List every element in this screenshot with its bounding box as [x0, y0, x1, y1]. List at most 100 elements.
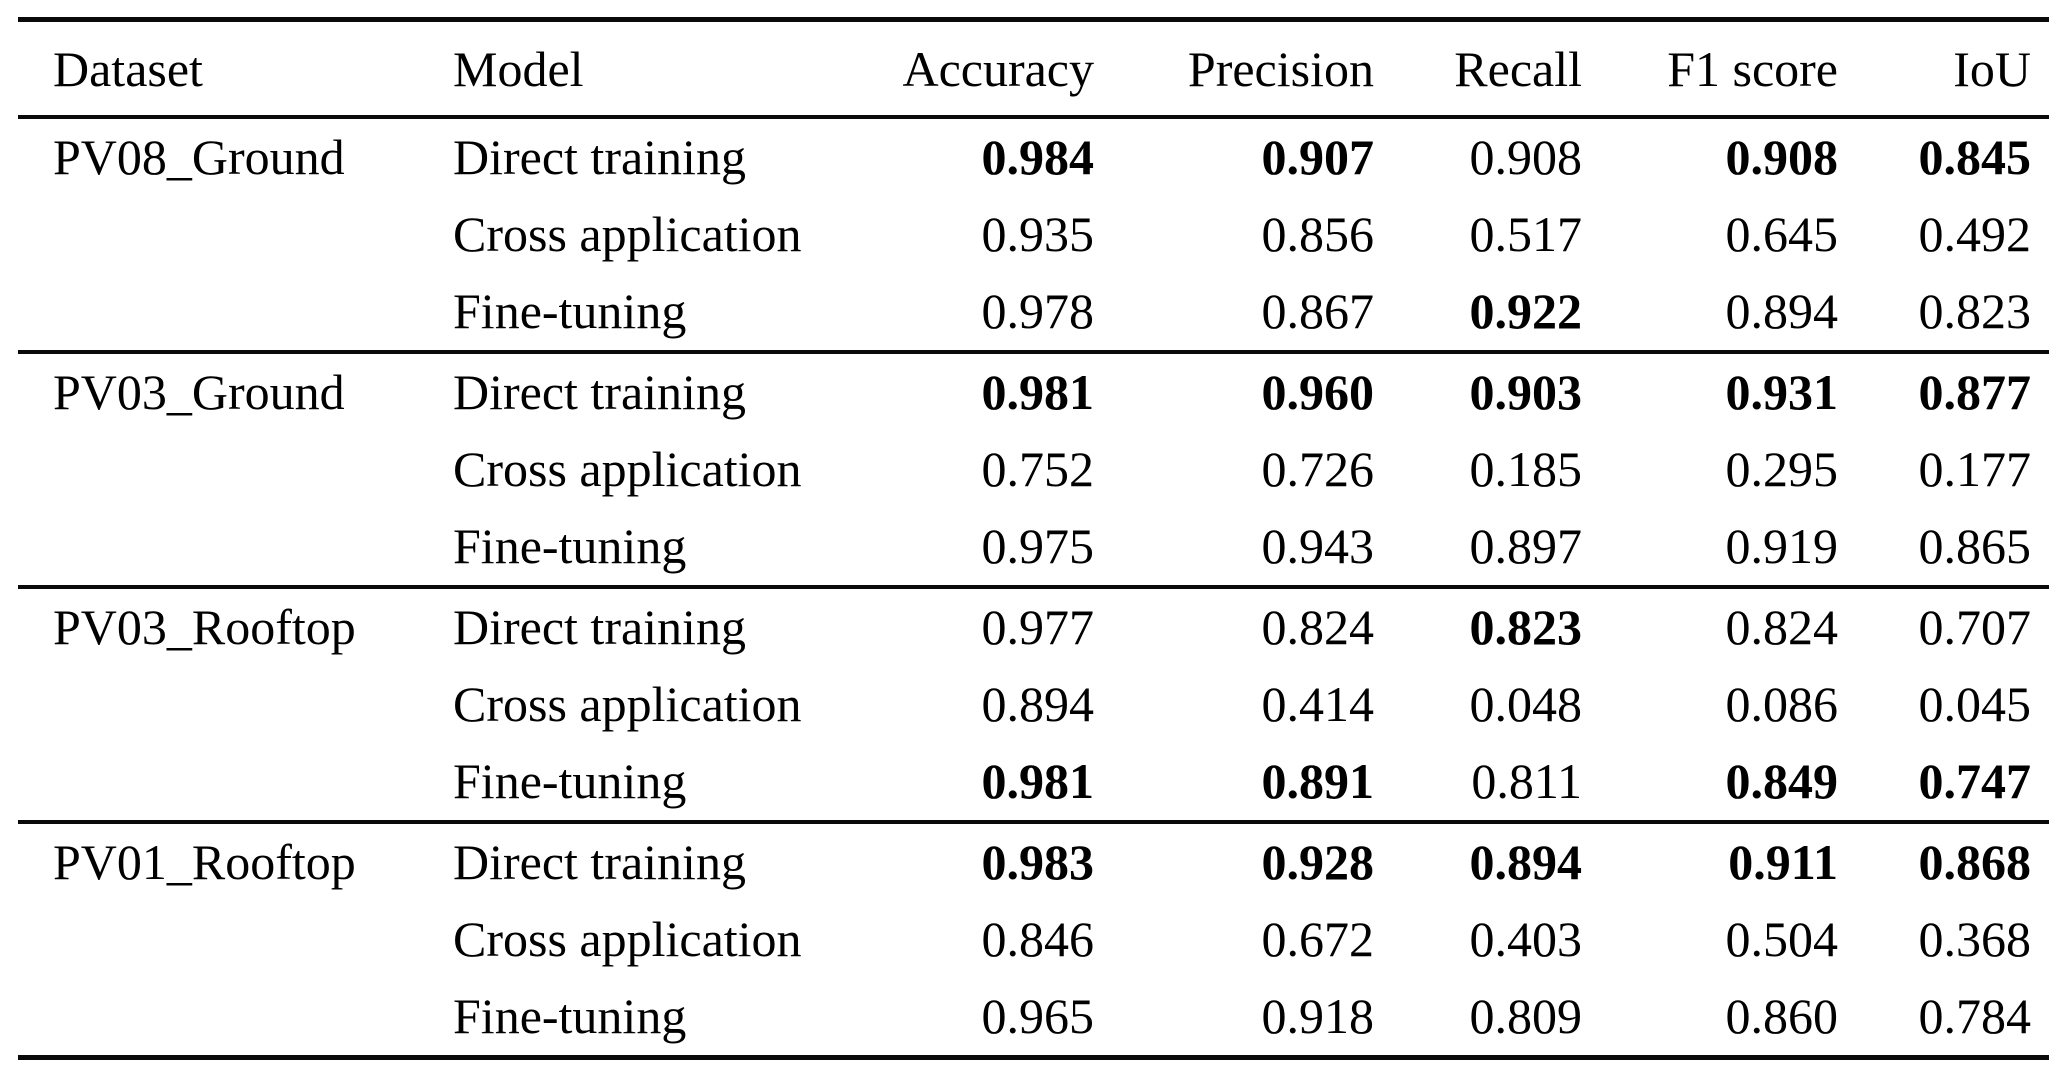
metric-value: 0.935: [981, 206, 1095, 262]
metric-value: 0.918: [1261, 988, 1375, 1044]
metric-value: 0.672: [1261, 911, 1375, 967]
metric-value: 0.867: [1261, 283, 1375, 339]
metric-value: 0.981: [981, 364, 1095, 420]
table-header: Dataset Model Accuracy Precision Recall …: [18, 20, 2049, 117]
col-header-recall: Recall: [1454, 40, 1582, 97]
model-label: Direct training: [453, 834, 746, 890]
metric-value: 0.965: [981, 988, 1095, 1044]
metric-value: 0.908: [1469, 129, 1583, 185]
table-row: Fine-tuning 0.981 0.891 0.811 0.849 0.747: [18, 743, 2049, 822]
metric-value: 0.894: [1469, 834, 1583, 890]
model-label: Direct training: [453, 129, 746, 185]
metric-value: 0.877: [1918, 364, 2032, 420]
metric-value: 0.747: [1918, 753, 2032, 809]
header-row: Dataset Model Accuracy Precision Recall …: [18, 20, 2049, 117]
model-label: Cross application: [453, 206, 802, 262]
metric-value: 0.922: [1469, 283, 1583, 339]
metric-value: 0.891: [1261, 753, 1375, 809]
table-row: PV01_Rooftop Direct training 0.983 0.928 0.8…: [18, 822, 2049, 901]
model-label: Cross application: [453, 911, 802, 967]
dataset-label: PV01_Rooftop: [53, 834, 356, 890]
metric-value: 0.185: [1469, 441, 1583, 497]
metric-value: 0.517: [1469, 206, 1583, 262]
metric-value: 0.177: [1918, 441, 2032, 497]
table-row: PV03_Rooftop Direct training 0.977 0.824 0.8…: [18, 587, 2049, 666]
metric-value: 0.911: [1728, 834, 1838, 890]
metric-value: 0.907: [1261, 129, 1375, 185]
metric-value: 0.414: [1261, 676, 1375, 732]
metric-value: 0.823: [1469, 599, 1583, 655]
metric-value: 0.707: [1918, 599, 2032, 655]
metric-value: 0.981: [981, 753, 1095, 809]
col-header-accuracy: Accuracy: [902, 40, 1094, 97]
table-row: Fine-tuning 0.978 0.867 0.922 0.894 0.823: [18, 273, 2049, 352]
dataset-group: PV01_Rooftop Direct training 0.983 0.928 0.8…: [18, 822, 2049, 1058]
metric-value: 0.865: [1918, 518, 2032, 574]
metric-value: 0.868: [1918, 834, 2032, 890]
metric-value: 0.645: [1725, 206, 1839, 262]
metric-value: 0.983: [981, 834, 1095, 890]
metric-value: 0.919: [1725, 518, 1839, 574]
col-header-model: Model: [453, 40, 584, 97]
model-label: Cross application: [453, 676, 802, 732]
metric-value: 0.975: [981, 518, 1095, 574]
col-header-f1-score: F1 score: [1667, 40, 1838, 97]
metric-value: 0.977: [981, 599, 1095, 655]
table-row: Fine-tuning 0.975 0.943 0.897 0.919 0.865: [18, 508, 2049, 587]
metric-value: 0.823: [1918, 283, 2032, 339]
metric-value: 0.984: [981, 129, 1095, 185]
metric-value: 0.086: [1725, 676, 1839, 732]
table-row: Cross application 0.752 0.726 0.185 0.295 0.1…: [18, 431, 2049, 508]
dataset-group: PV03_Ground Direct training 0.981 0.960 0.90…: [18, 352, 2049, 587]
metric-value: 0.903: [1469, 364, 1583, 420]
metric-value: 0.856: [1261, 206, 1375, 262]
metric-value: 0.897: [1469, 518, 1583, 574]
table-row: Cross application 0.935 0.856 0.517 0.645 0.4…: [18, 196, 2049, 273]
dataset-label: PV03_Rooftop: [53, 599, 356, 655]
model-label: Fine-tuning: [453, 753, 687, 809]
metric-value: 0.295: [1725, 441, 1839, 497]
metric-value: 0.846: [981, 911, 1095, 967]
metric-value: 0.960: [1261, 364, 1375, 420]
model-label: Fine-tuning: [453, 283, 687, 339]
metric-value: 0.943: [1261, 518, 1375, 574]
model-label: Cross application: [453, 441, 802, 497]
model-label: Direct training: [453, 364, 746, 420]
metric-value: 0.824: [1261, 599, 1375, 655]
metric-value: 0.894: [981, 676, 1095, 732]
metric-value: 0.894: [1725, 283, 1839, 339]
metric-value: 0.492: [1918, 206, 2032, 262]
col-header-iou: IoU: [1953, 40, 2031, 97]
dataset-label: PV03_Ground: [53, 364, 345, 420]
dataset-group: PV03_Rooftop Direct training 0.977 0.824 0.8…: [18, 587, 2049, 822]
metric-value: 0.908: [1725, 129, 1839, 185]
metric-value: 0.824: [1725, 599, 1839, 655]
table-row: Cross application 0.846 0.672 0.403 0.504 0.3…: [18, 901, 2049, 978]
metric-value: 0.048: [1469, 676, 1583, 732]
metric-value: 0.809: [1469, 988, 1583, 1044]
metric-value: 0.931: [1725, 364, 1839, 420]
metric-value: 0.849: [1725, 753, 1839, 809]
table-row: Cross application 0.894 0.414 0.048 0.086 0.0…: [18, 666, 2049, 743]
metric-value: 0.045: [1918, 676, 2032, 732]
model-label: Direct training: [453, 599, 746, 655]
model-label: Fine-tuning: [453, 988, 687, 1044]
col-header-precision: Precision: [1187, 40, 1374, 97]
table-row: PV08_Ground Direct training 0.984 0.907 0.90…: [18, 117, 2049, 196]
metric-value: 0.726: [1261, 441, 1375, 497]
metric-value: 0.860: [1725, 988, 1839, 1044]
results-table: Dataset Model Accuracy Precision Recall …: [18, 17, 2049, 1060]
table-row: Fine-tuning 0.965 0.918 0.809 0.860 0.784: [18, 978, 2049, 1058]
dataset-group: PV08_Ground Direct training 0.984 0.907 0.90…: [18, 117, 2049, 352]
metric-value: 0.752: [981, 441, 1095, 497]
model-label: Fine-tuning: [453, 518, 687, 574]
table-row: PV03_Ground Direct training 0.981 0.960 0.90…: [18, 352, 2049, 431]
metric-value: 0.845: [1918, 129, 2032, 185]
metric-value: 0.368: [1918, 911, 2032, 967]
metric-value: 0.504: [1725, 911, 1839, 967]
dataset-label: PV08_Ground: [53, 129, 345, 185]
metric-value: 0.978: [981, 283, 1095, 339]
metric-value: 0.811: [1471, 753, 1582, 809]
metric-value: 0.403: [1469, 911, 1583, 967]
